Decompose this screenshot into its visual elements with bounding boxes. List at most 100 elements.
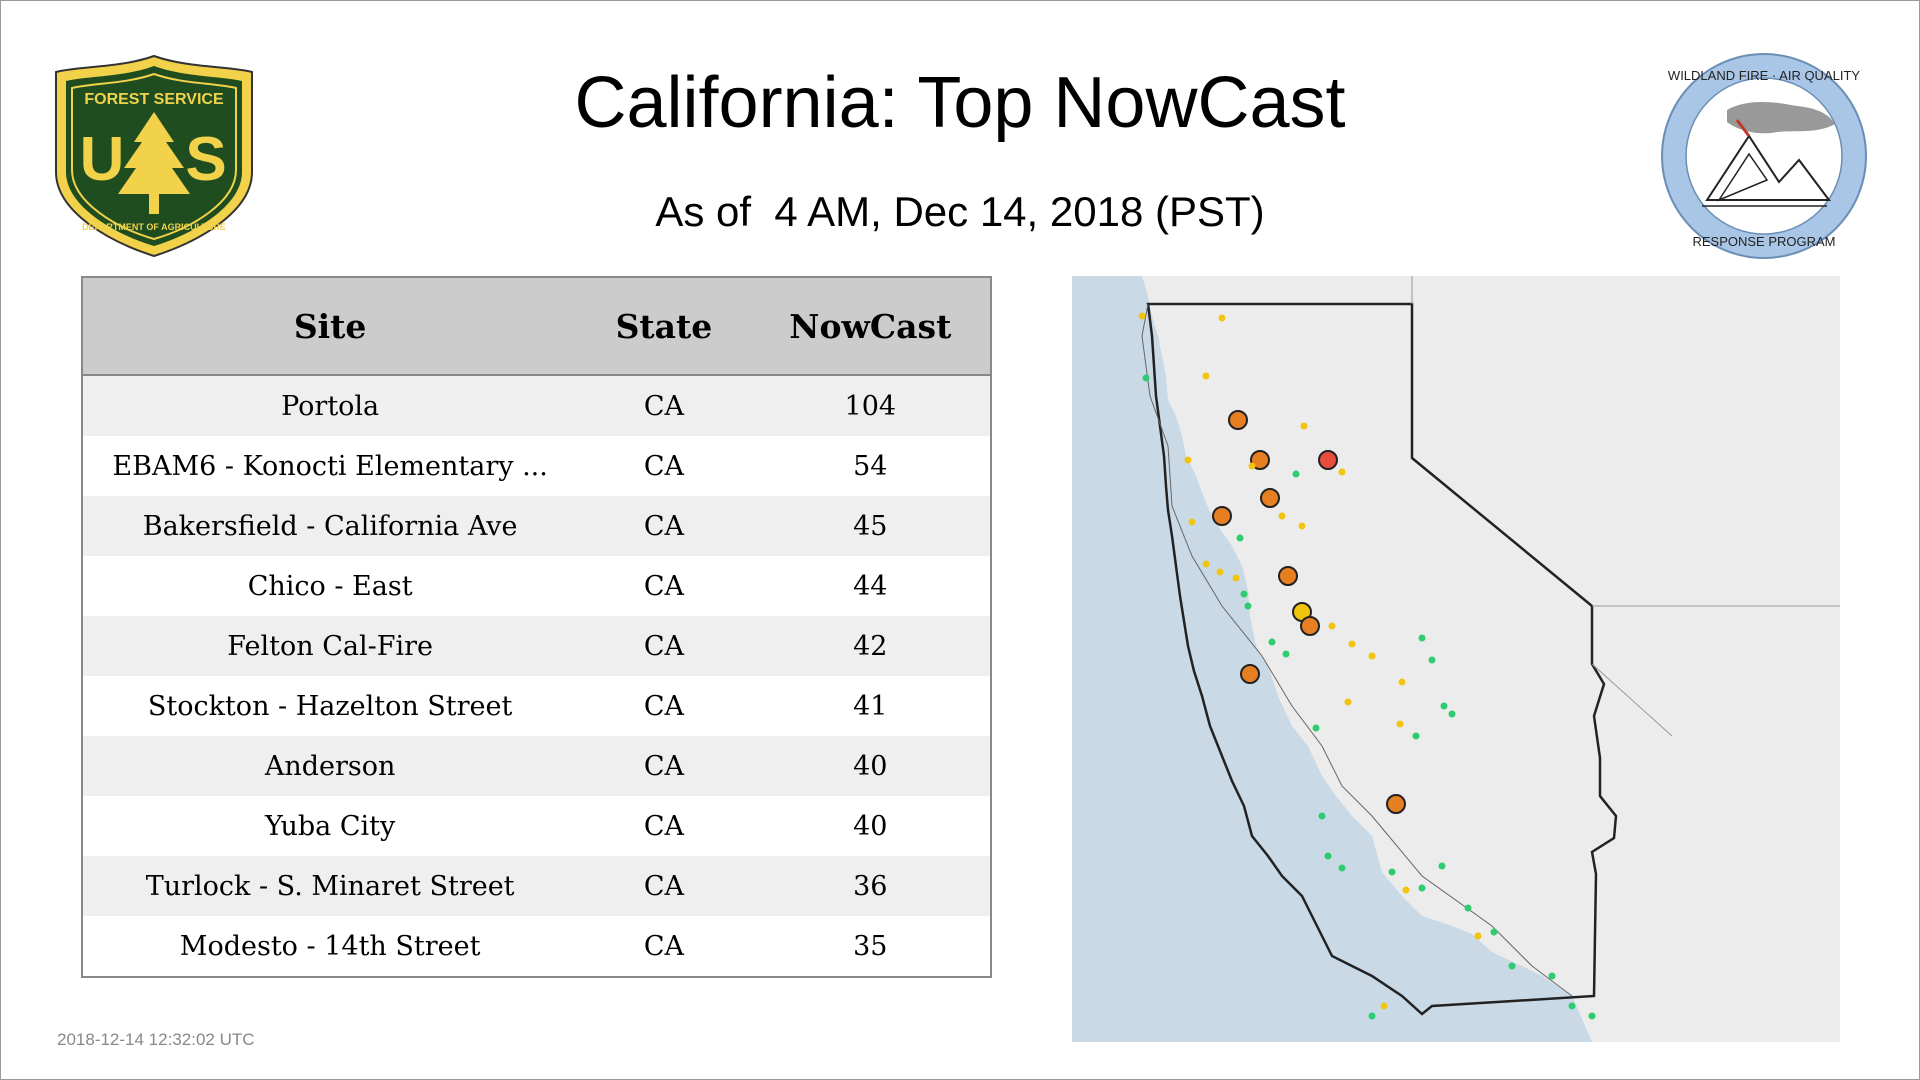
- station-marker[interactable]: [1380, 1002, 1388, 1010]
- table-row: Anderson CA 40: [82, 736, 991, 796]
- station-marker[interactable]: [1184, 456, 1192, 464]
- station-marker-large[interactable]: [1228, 410, 1248, 430]
- nowcast-cell: 44: [750, 556, 991, 616]
- station-marker[interactable]: [1240, 590, 1248, 598]
- station-marker-large[interactable]: [1318, 450, 1338, 470]
- table-row: EBAM6 - Konocti Elementary ... CA 54: [82, 436, 991, 496]
- station-marker[interactable]: [1428, 656, 1436, 664]
- station-marker[interactable]: [1448, 710, 1456, 718]
- station-marker[interactable]: [1388, 868, 1396, 876]
- station-marker[interactable]: [1202, 560, 1210, 568]
- monitoring-stations: [1138, 312, 1596, 1020]
- station-marker-large[interactable]: [1278, 566, 1298, 586]
- station-marker[interactable]: [1248, 462, 1256, 470]
- site-cell: Turlock - S. Minaret Street: [82, 856, 578, 916]
- nowcast-cell: 35: [750, 916, 991, 977]
- station-marker[interactable]: [1236, 534, 1244, 542]
- station-marker[interactable]: [1490, 928, 1498, 936]
- nowcast-cell: 42: [750, 616, 991, 676]
- nowcast-cell: 45: [750, 496, 991, 556]
- station-marker[interactable]: [1188, 518, 1196, 526]
- nowcast-cell: 36: [750, 856, 991, 916]
- station-marker[interactable]: [1298, 522, 1306, 530]
- station-marker[interactable]: [1292, 470, 1300, 478]
- station-marker[interactable]: [1418, 634, 1426, 642]
- state-cell: CA: [577, 556, 751, 616]
- station-marker[interactable]: [1588, 1012, 1596, 1020]
- station-marker-large[interactable]: [1240, 664, 1260, 684]
- site-cell: Chico - East: [82, 556, 578, 616]
- site-cell: Felton Cal-Fire: [82, 616, 578, 676]
- station-marker[interactable]: [1218, 314, 1226, 322]
- california-aqi-map[interactable]: [1072, 276, 1840, 1042]
- station-marker[interactable]: [1328, 622, 1336, 630]
- station-marker[interactable]: [1402, 886, 1410, 894]
- station-marker[interactable]: [1324, 852, 1332, 860]
- table-header-row: Site State NowCast: [82, 277, 991, 376]
- station-marker[interactable]: [1474, 932, 1482, 940]
- station-marker[interactable]: [1244, 602, 1252, 610]
- station-marker[interactable]: [1418, 884, 1426, 892]
- station-marker[interactable]: [1348, 640, 1356, 648]
- coastline: [1141, 303, 1573, 997]
- svg-text:FOREST SERVICE: FOREST SERVICE: [84, 91, 224, 108]
- station-marker[interactable]: [1338, 468, 1346, 476]
- station-marker[interactable]: [1464, 904, 1472, 912]
- station-marker-large[interactable]: [1250, 450, 1270, 470]
- page-title: California: Top NowCast: [574, 63, 1346, 143]
- station-marker[interactable]: [1548, 972, 1556, 980]
- svg-text:S: S: [185, 125, 226, 194]
- site-cell: Anderson: [82, 736, 578, 796]
- station-marker[interactable]: [1508, 962, 1516, 970]
- table-row: Portola CA 104: [82, 375, 991, 436]
- station-marker[interactable]: [1318, 812, 1326, 820]
- table-row: Bakersfield - California Ave CA 45: [82, 496, 991, 556]
- station-marker[interactable]: [1440, 702, 1448, 710]
- nowcast-cell: 41: [750, 676, 991, 736]
- station-marker[interactable]: [1344, 698, 1352, 706]
- site-cell: Stockton - Hazelton Street: [82, 676, 578, 736]
- table-row: Turlock - S. Minaret Street CA 36: [82, 856, 991, 916]
- nowcast-cell: 40: [750, 736, 991, 796]
- california-border: [1146, 302, 1618, 1016]
- station-marker[interactable]: [1396, 720, 1404, 728]
- nowcast-cell: 40: [750, 796, 991, 856]
- station-marker-large[interactable]: [1300, 616, 1320, 636]
- station-marker[interactable]: [1216, 568, 1224, 576]
- state-cell: CA: [577, 436, 751, 496]
- station-marker[interactable]: [1282, 650, 1290, 658]
- station-marker[interactable]: [1142, 374, 1150, 382]
- station-marker[interactable]: [1368, 1012, 1376, 1020]
- state-cell: CA: [577, 375, 751, 436]
- svg-text:DEPARTMENT OF AGRICULTURE: DEPARTMENT OF AGRICULTURE: [82, 222, 226, 232]
- station-marker-large[interactable]: [1386, 794, 1406, 814]
- station-marker-large[interactable]: [1212, 506, 1232, 526]
- table-row: Yuba City CA 40: [82, 796, 991, 856]
- station-marker[interactable]: [1568, 1002, 1576, 1010]
- wfaq-program-logo: WILDLAND FIRE · AIR QUALITY RESPONSE PRO…: [1661, 53, 1867, 259]
- table-row: Stockton - Hazelton Street CA 41: [82, 676, 991, 736]
- nowcast-cell: 104: [750, 375, 991, 436]
- station-marker[interactable]: [1278, 512, 1286, 520]
- svg-text:RESPONSE PROGRAM: RESPONSE PROGRAM: [1692, 234, 1835, 249]
- nevada-border: [1411, 276, 1840, 737]
- svg-text:WILDLAND FIRE · AIR QUALITY: WILDLAND FIRE · AIR QUALITY: [1668, 68, 1860, 83]
- station-marker[interactable]: [1232, 574, 1240, 582]
- station-marker[interactable]: [1338, 864, 1346, 872]
- station-marker[interactable]: [1368, 652, 1376, 660]
- station-marker[interactable]: [1138, 312, 1146, 320]
- station-marker[interactable]: [1398, 678, 1406, 686]
- station-marker[interactable]: [1438, 862, 1446, 870]
- station-marker[interactable]: [1202, 372, 1210, 380]
- station-marker[interactable]: [1312, 724, 1320, 732]
- station-marker[interactable]: [1268, 638, 1276, 646]
- station-marker[interactable]: [1412, 732, 1420, 740]
- state-cell: CA: [577, 676, 751, 736]
- station-marker-large[interactable]: [1260, 488, 1280, 508]
- site-cell: Portola: [82, 375, 578, 436]
- nowcast-table: Site State NowCast Portola CA 104 EBAM6 …: [81, 276, 992, 978]
- usfs-shield-logo: FOREST SERVICE U S DEPARTMENT OF AGRICUL…: [55, 54, 253, 258]
- svg-text:U: U: [80, 125, 125, 194]
- column-header-state: State: [577, 277, 751, 376]
- station-marker[interactable]: [1300, 422, 1308, 430]
